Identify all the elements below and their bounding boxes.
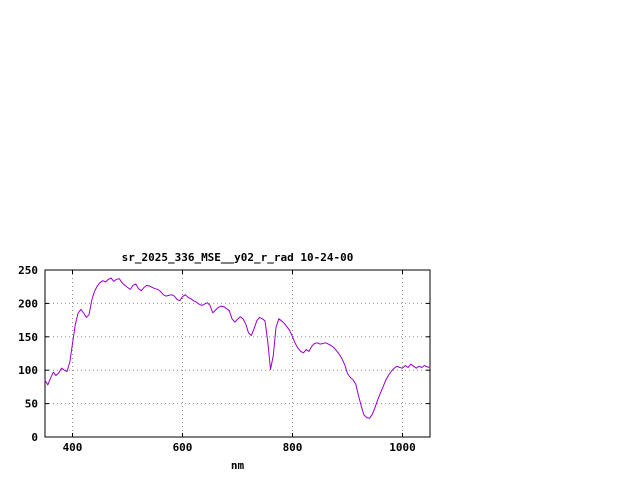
chart-title: sr_2025_336_MSE__y02_r_rad 10-24-00 xyxy=(121,251,354,264)
y-tick-label: 200 xyxy=(18,297,38,310)
y-tick-label: 150 xyxy=(18,331,38,344)
y-tick-label: 0 xyxy=(31,431,38,444)
y-tick-label: 50 xyxy=(25,398,38,411)
y-tick-label: 250 xyxy=(18,264,38,277)
y-tick-label: 100 xyxy=(18,364,38,377)
plot-border xyxy=(44,269,431,438)
x-tick-label: 600 xyxy=(173,441,193,454)
x-axis-label: nm xyxy=(230,459,245,472)
x-tick-label: 1000 xyxy=(389,441,416,454)
x-tick-label: 800 xyxy=(283,441,303,454)
x-tick-label: 400 xyxy=(63,441,83,454)
data-line xyxy=(44,277,431,419)
